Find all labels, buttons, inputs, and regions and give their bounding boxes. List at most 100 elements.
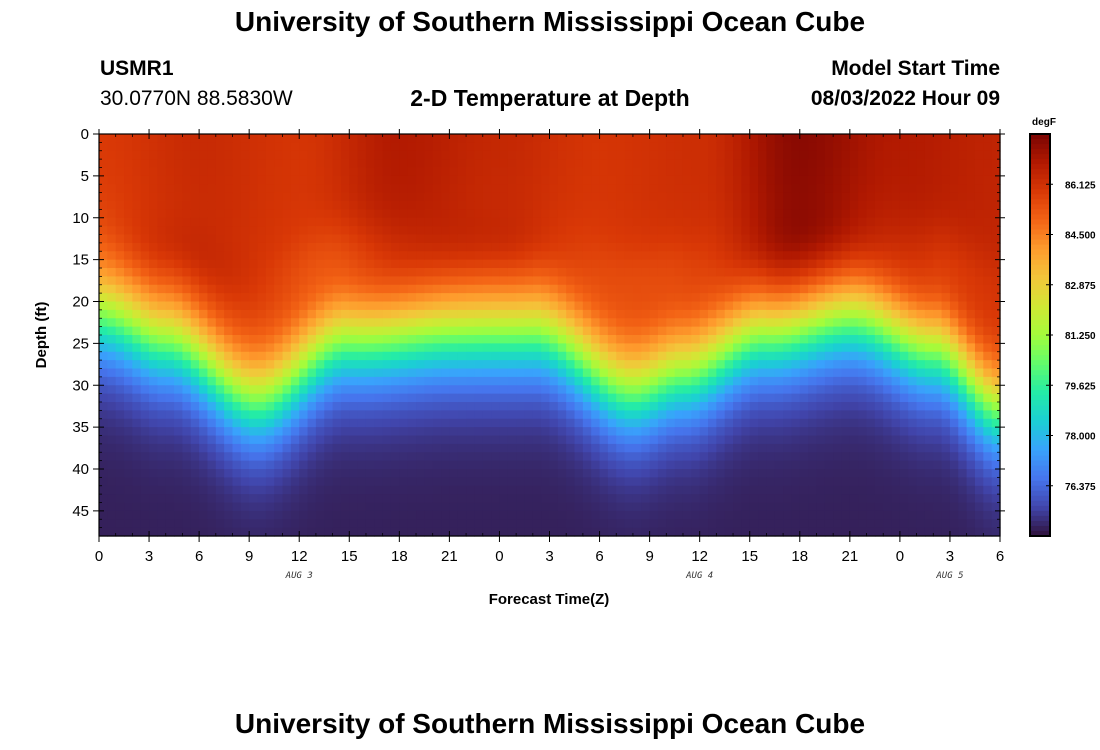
- heatmap-cell: [582, 293, 592, 303]
- heatmap-cell: [157, 142, 167, 152]
- heatmap-cell: [299, 234, 309, 244]
- heatmap-cell: [432, 209, 442, 219]
- heatmap-cell: [457, 159, 467, 169]
- heatmap-cell: [866, 301, 876, 311]
- heatmap-cell: [99, 393, 108, 403]
- heatmap-cell: [908, 184, 918, 194]
- heatmap-cell: [607, 452, 617, 462]
- heatmap-cell: [282, 184, 292, 194]
- heatmap-cell: [274, 293, 284, 303]
- heatmap-cell: [399, 410, 409, 420]
- heatmap-cell: [157, 326, 167, 336]
- heatmap-cell: [99, 284, 108, 294]
- heatmap-cell: [215, 284, 225, 294]
- heatmap-cell: [232, 159, 242, 169]
- heatmap-cell: [566, 242, 576, 252]
- heatmap-cell: [149, 192, 158, 202]
- heatmap-cell: [416, 385, 425, 395]
- heatmap-cell: [908, 150, 918, 160]
- heatmap-cell: [766, 284, 776, 294]
- heatmap-cell: [874, 184, 884, 194]
- heatmap-cell: [516, 402, 526, 411]
- heatmap-cell: [315, 510, 325, 520]
- heatmap-cell: [657, 494, 667, 504]
- heatmap-cell: [616, 159, 626, 169]
- heatmap-cell: [390, 301, 400, 311]
- heatmap-cell: [749, 150, 759, 160]
- heatmap-cell: [307, 452, 317, 462]
- heatmap-cell: [541, 477, 551, 487]
- heatmap-cell: [365, 326, 375, 336]
- heatmap-cell: [390, 259, 400, 269]
- heatmap-cell: [416, 184, 425, 194]
- heatmap-cell: [374, 402, 384, 411]
- heatmap-cell: [274, 427, 284, 437]
- heatmap-cell: [324, 485, 334, 495]
- heatmap-cell: [299, 276, 309, 286]
- heatmap-cell: [591, 351, 601, 361]
- heatmap-cell: [632, 435, 642, 445]
- heatmap-cell: [482, 385, 492, 395]
- heatmap-cell: [524, 343, 534, 353]
- heatmap-cell: [557, 351, 567, 361]
- heatmap-cell: [224, 192, 234, 202]
- heatmap-cell: [641, 150, 651, 160]
- heatmap-cell: [766, 301, 776, 311]
- heatmap-cell: [866, 351, 876, 361]
- heatmap-cell: [933, 209, 943, 219]
- heatmap-cell: [657, 485, 667, 495]
- heatmap-cell: [949, 309, 959, 319]
- heatmap-cell: [365, 217, 375, 227]
- heatmap-cell: [641, 402, 651, 411]
- heatmap-cell: [249, 318, 259, 328]
- heatmap-cell: [115, 485, 125, 495]
- heatmap-cell: [908, 318, 918, 328]
- heatmap-cell: [891, 276, 901, 286]
- heatmap-cell: [582, 326, 592, 336]
- heatmap-cell: [749, 402, 759, 411]
- heatmap-cell: [733, 343, 742, 353]
- heatmap-cell: [674, 309, 684, 319]
- heatmap-cell: [399, 477, 409, 487]
- heatmap-cell: [457, 142, 467, 152]
- heatmap-cell: [441, 427, 450, 437]
- heatmap-cell: [591, 259, 601, 269]
- heatmap-cell: [541, 142, 551, 152]
- heatmap-cell: [666, 217, 676, 227]
- heatmap-cell: [507, 485, 517, 495]
- heatmap-cell: [941, 234, 951, 244]
- heatmap-cell: [641, 192, 651, 202]
- heatmap-cell: [899, 410, 909, 420]
- heatmap-cell: [866, 251, 876, 261]
- heatmap-cell: [274, 142, 284, 152]
- heatmap-cell: [557, 385, 567, 395]
- heatmap-cell: [607, 209, 617, 219]
- heatmap-cell: [199, 309, 209, 319]
- heatmap-cell: [382, 217, 392, 227]
- heatmap-cell: [365, 184, 375, 194]
- heatmap-cell: [491, 368, 501, 378]
- heatmap-cell: [357, 184, 367, 194]
- heatmap-cell: [783, 410, 793, 420]
- heatmap-cell: [816, 309, 826, 319]
- heatmap-cell: [282, 251, 292, 261]
- heatmap-cell: [858, 427, 868, 437]
- heatmap-cell: [691, 435, 701, 445]
- heatmap-cell: [774, 284, 784, 294]
- heatmap-cell: [849, 184, 859, 194]
- heatmap-cell: [299, 335, 309, 344]
- heatmap-cell: [666, 393, 676, 403]
- heatmap-cell: [374, 301, 384, 311]
- heatmap-cell: [149, 326, 158, 336]
- heatmap-cell: [107, 469, 117, 478]
- heatmap-cell: [733, 368, 742, 378]
- heatmap-cell: [115, 368, 125, 378]
- heatmap-cell: [115, 150, 125, 160]
- heatmap-cell: [290, 393, 300, 403]
- heatmap-cell: [624, 435, 634, 445]
- heatmap-cell: [207, 251, 217, 261]
- heatmap-cell: [549, 460, 559, 470]
- heatmap-cell: [549, 142, 559, 152]
- heatmap-cell: [824, 184, 834, 194]
- heatmap-cell: [791, 385, 801, 395]
